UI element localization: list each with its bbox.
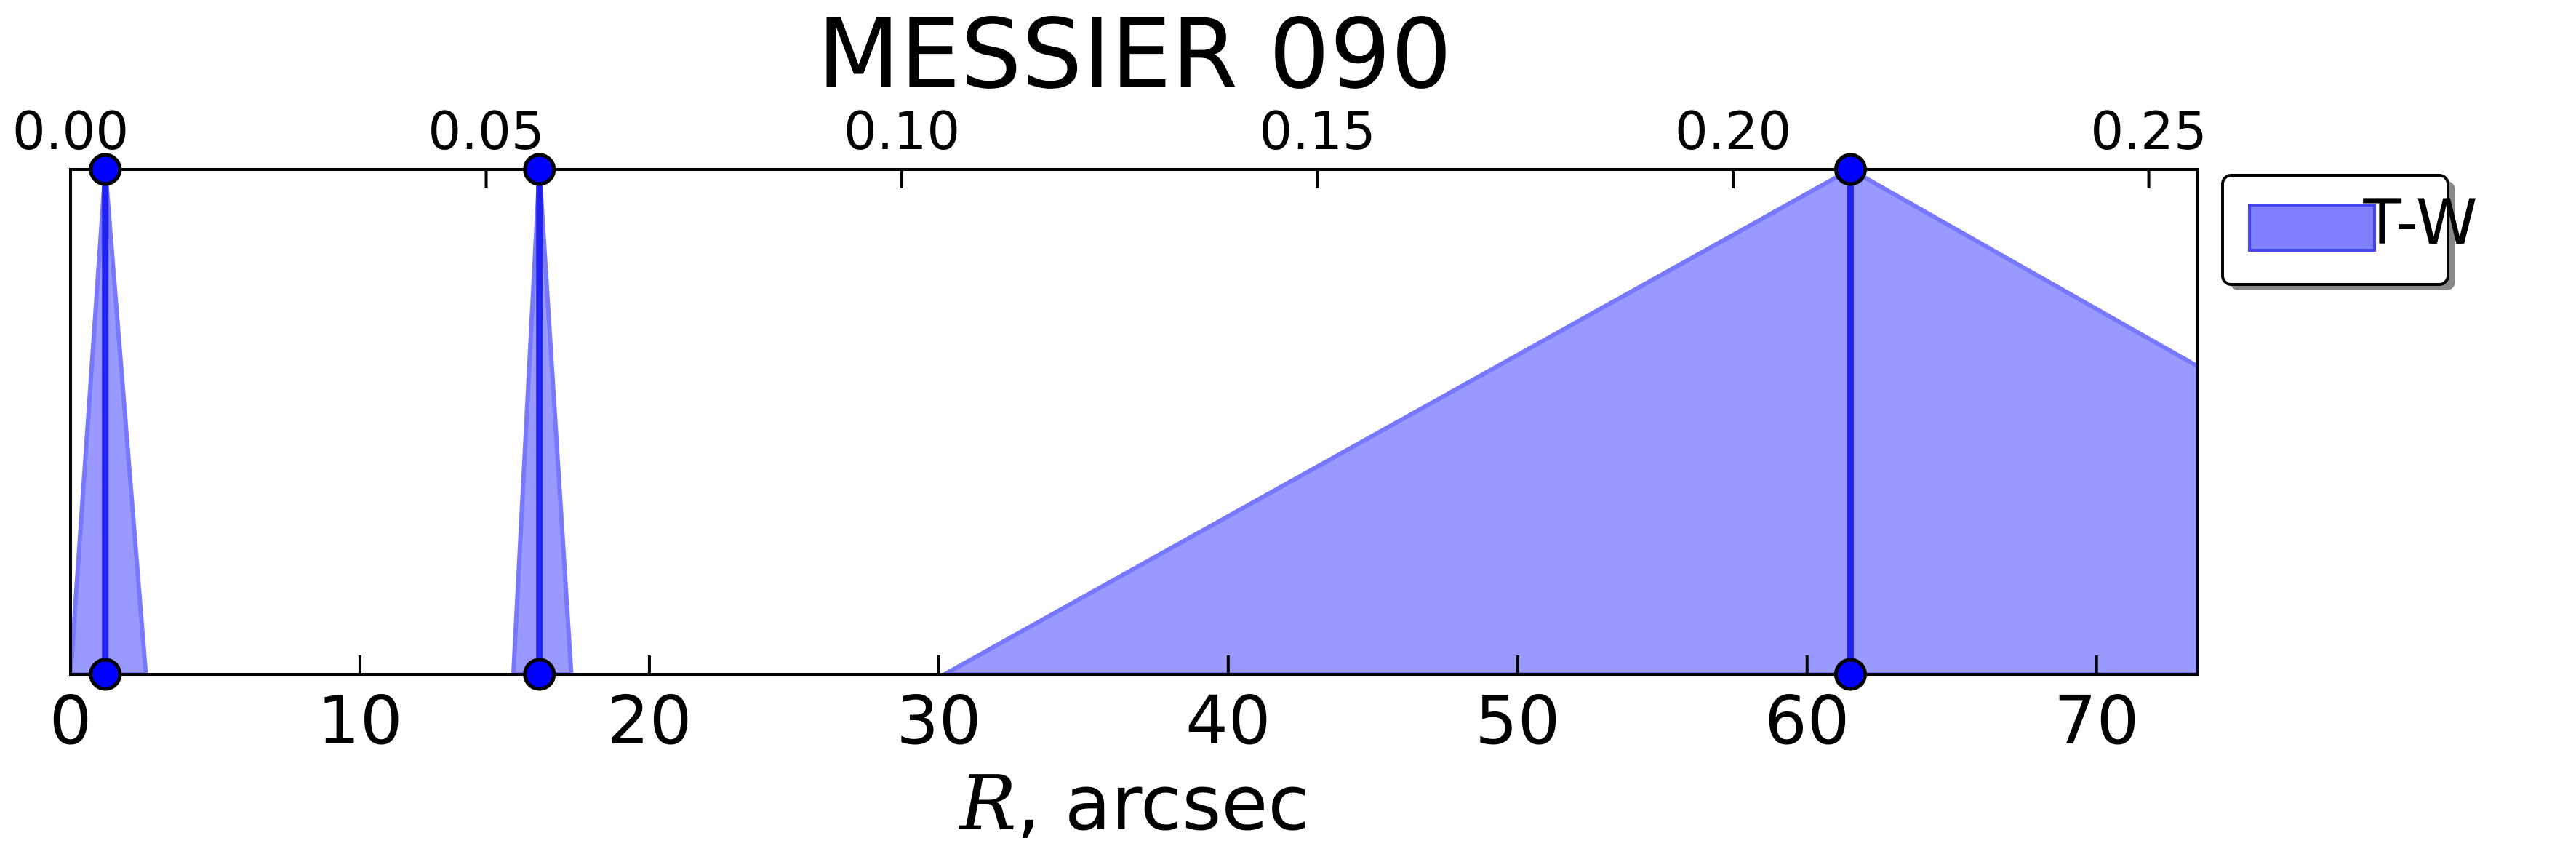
- x-tick-label: 60: [1764, 682, 1849, 759]
- legend-label-t-w: T-W: [2362, 186, 2477, 259]
- top-tick-label: 0.25: [2090, 100, 2207, 161]
- x-axis-label: R, arcsec: [958, 759, 1309, 847]
- top-tick-label: 0.05: [428, 100, 544, 161]
- x-tick-label: 40: [1185, 682, 1271, 759]
- tw-marker-bottom-2: [523, 658, 556, 691]
- x-tick-label: 20: [607, 682, 692, 759]
- axes-frame: [69, 168, 2199, 676]
- tw-region-3: [942, 169, 2198, 674]
- x-tick-label: 70: [2054, 682, 2139, 759]
- top-tick-label: 0.20: [1675, 100, 1791, 161]
- x-tick-label: 10: [317, 682, 402, 759]
- top-tick-label: 0.15: [1259, 100, 1375, 161]
- x-tick-label: 30: [896, 682, 981, 759]
- x-tick-label: 50: [1475, 682, 1560, 759]
- plot-area: 0 10 20 30 40 50 60 70 0.00 0.05 0.10 0.15 0.20 0.25: [12, 100, 2207, 759]
- tw-marker-top-1: [89, 153, 122, 186]
- top-tick-label: 0.00: [12, 100, 129, 161]
- tw-marker-bottom-3: [1833, 658, 1867, 691]
- x-axis-label-variable: R: [958, 759, 1016, 847]
- tw-marker-top-3: [1833, 153, 1867, 186]
- x-axis-label-unit: , arcsec: [1017, 759, 1310, 847]
- chart-title: MESSIER 090: [817, 0, 1452, 111]
- legend: T-W: [2221, 174, 2478, 290]
- x-tick-label: 0: [49, 682, 92, 759]
- legend-swatch-t-w: [2248, 204, 2376, 252]
- tw-marker-top-2: [523, 153, 556, 186]
- tw-marker-bottom-1: [89, 658, 122, 691]
- top-tick-label: 0.10: [844, 100, 960, 161]
